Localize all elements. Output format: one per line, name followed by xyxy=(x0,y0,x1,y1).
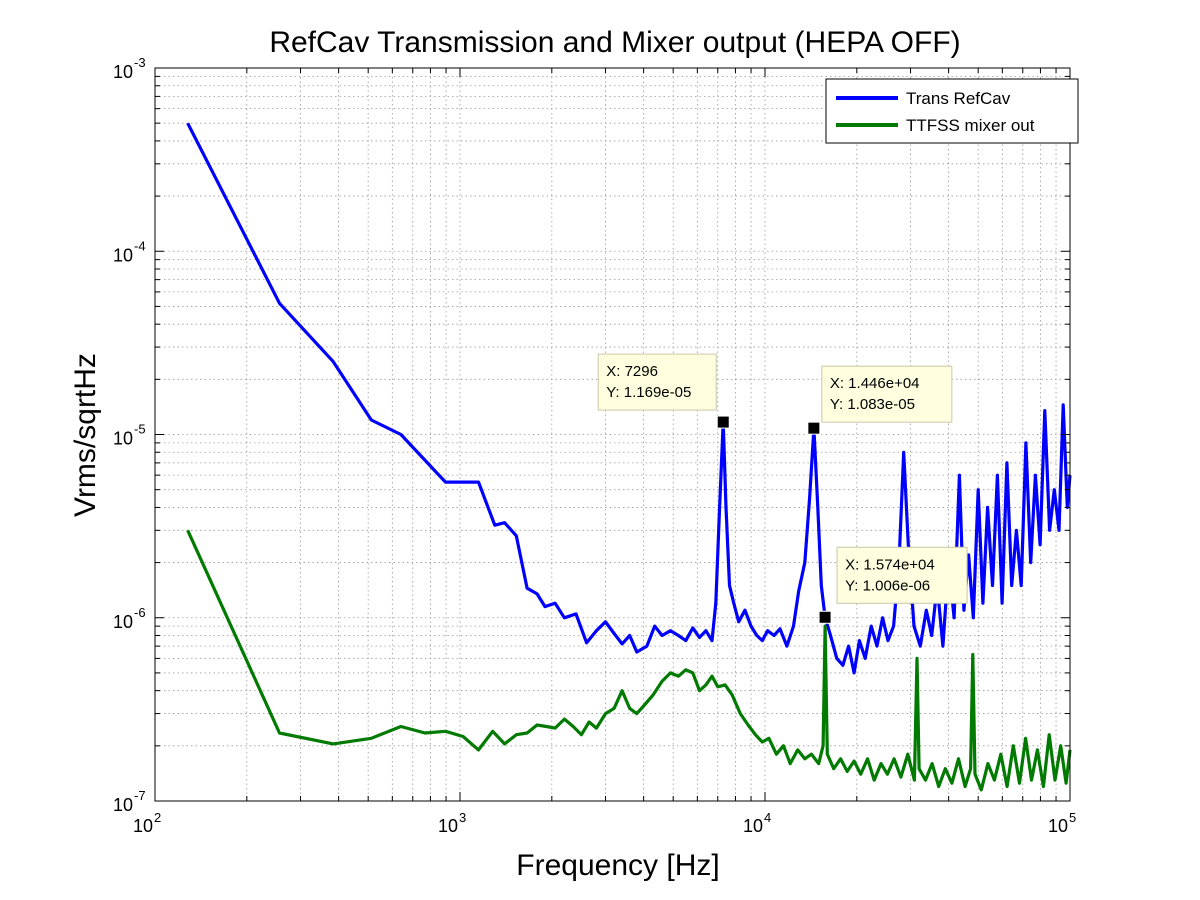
datatip: X: 1.574e+04 Y: 1.006e-06 xyxy=(818,546,968,624)
y-tick-label-base: 10 xyxy=(113,429,133,449)
datatips: X: 7296 Y: 1.169e-05 X: 1.446e+04 Y: 1.083e… xyxy=(597,353,968,624)
legend-label-trans-refcav: Trans RefCav xyxy=(906,89,1011,108)
datatip-text: Y: 1.169e-05 xyxy=(606,384,691,401)
datatip-text: X: 1.574e+04 xyxy=(845,556,935,573)
y-tick-label-base: 10 xyxy=(113,245,133,265)
x-tick-label-base: 10 xyxy=(743,816,763,836)
x-tick-label: 10 3 xyxy=(438,810,466,836)
datatip-box xyxy=(836,546,968,604)
y-tick-label: 10 -6 xyxy=(113,605,146,632)
x-tick-labels: 10 2 10 3 10 4 10 5 xyxy=(133,810,1076,836)
y-tick-label-base: 10 xyxy=(113,612,133,632)
datatip-marker xyxy=(807,421,821,435)
datatip-box xyxy=(821,365,953,423)
datatip-text: Y: 1.083e-05 xyxy=(830,396,915,413)
legend-label-ttfss-mixer-out: TTFSS mixer out xyxy=(906,116,1035,135)
x-tick-label: 10 2 xyxy=(133,810,161,836)
y-tick-label: 10 -7 xyxy=(113,788,146,815)
datatip: X: 7296 Y: 1.169e-05 xyxy=(597,353,730,429)
y-tick-label-exponent: -3 xyxy=(134,55,146,70)
y-tick-label-exponent: -7 xyxy=(134,788,146,803)
x-tick-label-exponent: 2 xyxy=(154,810,161,825)
x-tick-label-base: 10 xyxy=(1048,816,1068,836)
x-axis-label: Frequency [Hz] xyxy=(516,849,719,882)
legend: Trans RefCav TTFSS mixer out xyxy=(825,78,1079,144)
series-line-ttfss-mixer-out xyxy=(186,529,1072,792)
datatip-text: X: 7296 xyxy=(606,363,658,380)
y-tick-label-exponent: -6 xyxy=(134,605,146,620)
x-tick-label-exponent: 3 xyxy=(459,810,466,825)
y-tick-label-exponent: -5 xyxy=(134,422,146,437)
series-line-trans-refcav xyxy=(186,122,1072,675)
x-tick-label-base: 10 xyxy=(133,816,153,836)
datatip-text: Y: 1.006e-06 xyxy=(845,577,930,594)
plot-area xyxy=(155,68,1070,801)
axis-ticks xyxy=(154,68,1070,802)
y-tick-label-base: 10 xyxy=(113,795,133,815)
y-axis-label: Vrms/sqrtHz xyxy=(69,353,102,517)
x-tick-label-exponent: 5 xyxy=(1069,810,1076,825)
y-tick-label: 10 -4 xyxy=(113,238,146,265)
grid xyxy=(155,68,1070,801)
y-tick-label: 10 -3 xyxy=(113,55,146,82)
y-tick-labels: 10-710-610-510-410-3 xyxy=(113,55,146,815)
x-tick-label: 10 5 xyxy=(1048,810,1076,836)
x-tick-label: 10 4 xyxy=(743,810,771,836)
legend-box xyxy=(825,78,1079,144)
datatip-box xyxy=(597,353,717,411)
datatip-marker xyxy=(818,610,832,624)
y-tick-label-base: 10 xyxy=(113,62,133,82)
y-tick-label-exponent: -4 xyxy=(134,238,146,253)
datatip: X: 1.446e+04 Y: 1.083e-05 xyxy=(807,365,953,435)
x-tick-label-exponent: 4 xyxy=(764,810,771,825)
datatip-marker xyxy=(716,415,730,429)
chart-title: RefCav Transmission and Mixer output (HE… xyxy=(269,26,960,59)
y-tick-label: 10 -5 xyxy=(113,422,146,449)
datatip-text: X: 1.446e+04 xyxy=(830,375,920,392)
series-layer xyxy=(186,122,1072,792)
x-tick-label-base: 10 xyxy=(438,816,458,836)
